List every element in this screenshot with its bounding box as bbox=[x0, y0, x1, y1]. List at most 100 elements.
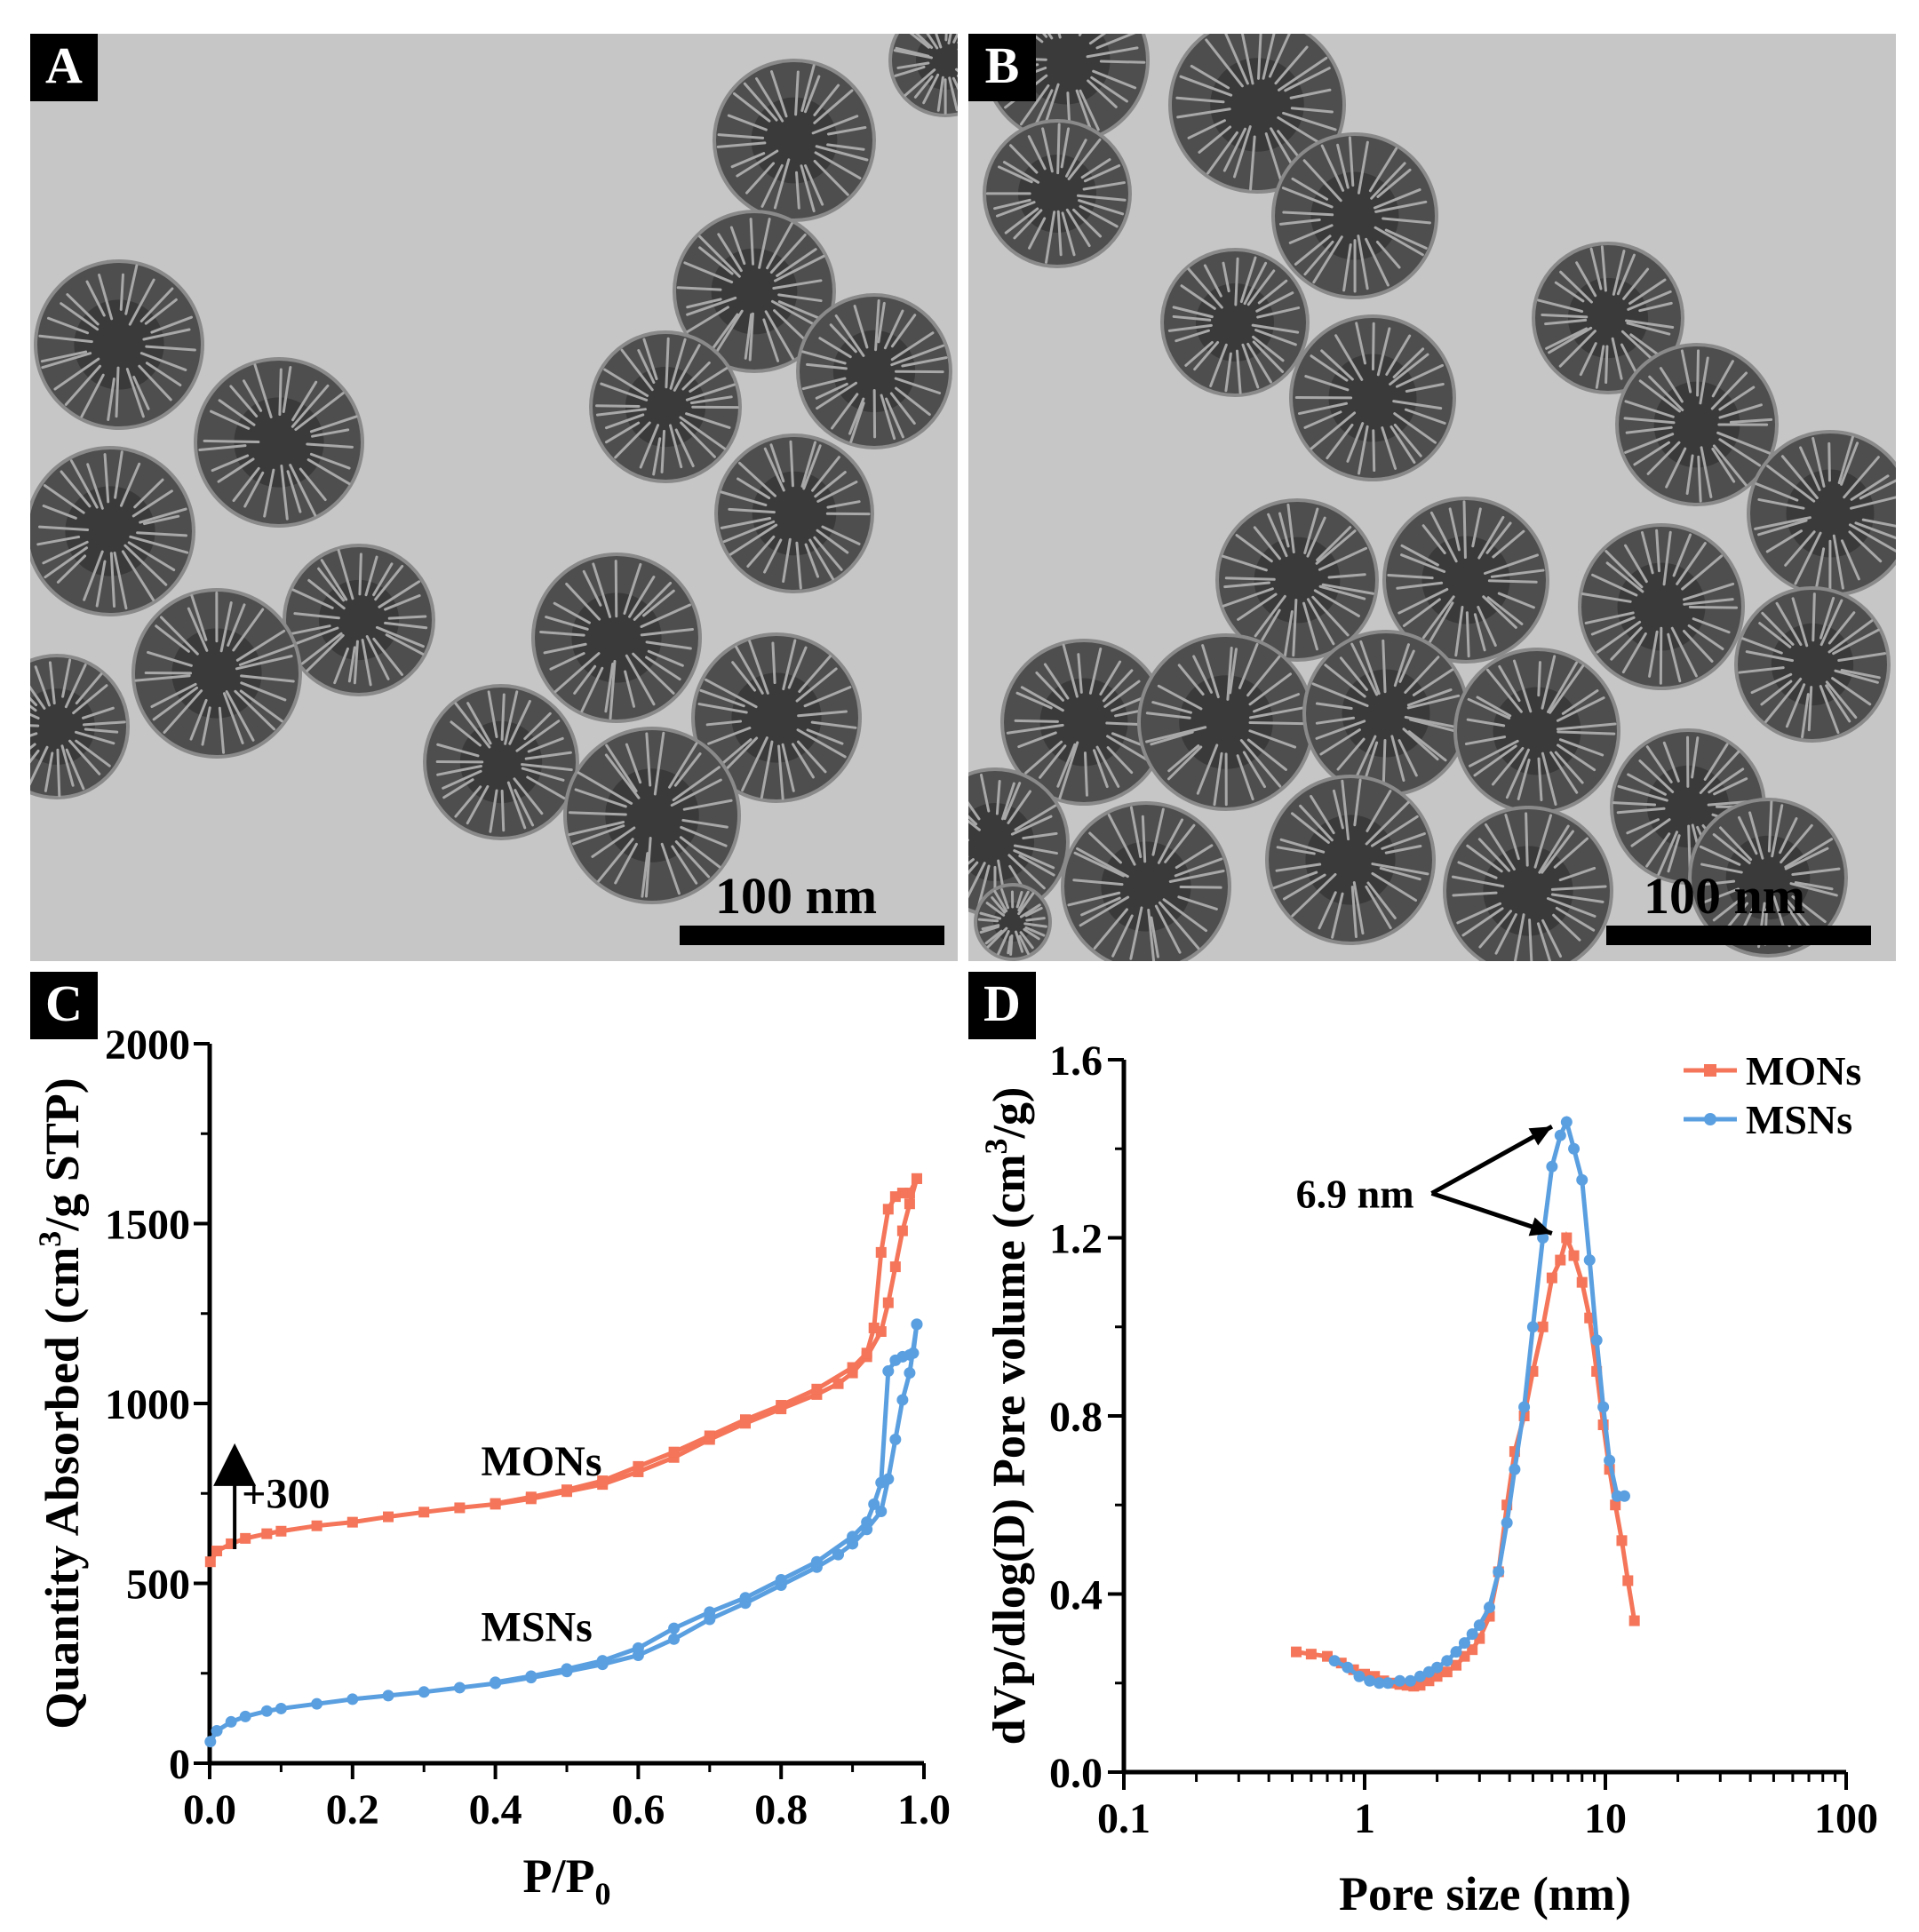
nanoparticle-channel bbox=[1350, 886, 1358, 938]
nanoparticle-channel bbox=[82, 706, 115, 720]
tem-micrograph-a bbox=[30, 34, 958, 961]
nanoparticle-channel bbox=[1696, 349, 1700, 397]
nanoparticle bbox=[1302, 630, 1469, 797]
nanoparticle-channel bbox=[777, 293, 823, 303]
nanoparticle-channel bbox=[384, 594, 421, 611]
nanoparticle-channel bbox=[1477, 838, 1511, 872]
mons-point bbox=[1451, 1659, 1462, 1671]
mons-point bbox=[740, 1414, 751, 1426]
nanoparticle-channel bbox=[1381, 426, 1397, 470]
nanoparticle-channel bbox=[1056, 743, 1077, 788]
msns-point bbox=[632, 1642, 644, 1654]
x-axis-label: Pore size (nm) bbox=[1339, 1867, 1631, 1920]
nanoparticle-channel bbox=[641, 852, 649, 898]
nanoparticle-channel bbox=[968, 858, 975, 865]
msns-adsorption-line bbox=[208, 1324, 920, 1743]
nanoparticle-channel bbox=[1387, 574, 1434, 580]
nanoparticle-channel bbox=[813, 159, 849, 196]
nanoparticle-channel bbox=[129, 535, 189, 554]
nanoparticle-channel bbox=[1106, 746, 1134, 775]
nanoparticle-channel bbox=[800, 441, 817, 488]
nanoparticle-channel bbox=[808, 538, 835, 581]
nanoparticle-channel bbox=[1536, 922, 1552, 961]
nanoparticle-channel bbox=[1512, 659, 1533, 713]
nanoparticle-channel bbox=[1552, 913, 1581, 942]
nanoparticle-channel bbox=[1102, 669, 1134, 703]
mons-point bbox=[211, 1546, 223, 1557]
nanoparticle-channel bbox=[624, 670, 636, 708]
nanoparticle-channel bbox=[760, 163, 784, 208]
nanoparticle-channel bbox=[1467, 697, 1511, 720]
x-tick-label: 0.1 bbox=[1097, 1795, 1151, 1842]
nanoparticle-channel bbox=[1581, 592, 1632, 603]
nanoparticle-channel bbox=[1627, 290, 1672, 311]
nanoparticle-channel bbox=[1494, 913, 1517, 955]
nanoparticle-channel bbox=[1559, 270, 1593, 304]
nanoparticle-channel bbox=[43, 484, 85, 514]
mons-point bbox=[418, 1507, 430, 1518]
nanoparticle-channel bbox=[1626, 322, 1671, 336]
nanoparticle-channel bbox=[1196, 743, 1219, 795]
nanoparticle-channel bbox=[1346, 422, 1365, 463]
nanoparticle-channel bbox=[1667, 632, 1682, 683]
nanoparticle-channel bbox=[1086, 46, 1139, 59]
nanoparticle-channel bbox=[1550, 885, 1607, 891]
nanoparticle-channel bbox=[1840, 539, 1860, 581]
nanoparticle-channel bbox=[1275, 863, 1322, 872]
nanoparticle-channel bbox=[1167, 323, 1213, 332]
nanoparticle-channel bbox=[1719, 826, 1753, 862]
nanoparticle-channel bbox=[1017, 731, 1057, 749]
nanoparticle-channel bbox=[1767, 800, 1773, 853]
nanoparticle-channel bbox=[1629, 333, 1661, 357]
nanoparticle-channel bbox=[1659, 367, 1684, 403]
nanoparticle bbox=[968, 767, 1070, 917]
nanoparticle-channel bbox=[1718, 403, 1763, 419]
nanoparticle-channel bbox=[883, 309, 904, 350]
nanoparticle-channel bbox=[1382, 738, 1387, 790]
nanoparticle-channel bbox=[83, 550, 104, 601]
mons-point bbox=[1568, 1250, 1580, 1261]
nanoparticle-channel bbox=[1079, 895, 1130, 927]
nanoparticle-channel bbox=[642, 589, 675, 617]
nanoparticle-channel bbox=[682, 799, 733, 811]
nanoparticle-channel bbox=[1238, 642, 1259, 689]
nanoparticle-channel bbox=[1371, 863, 1429, 876]
nanoparticle-channel bbox=[309, 415, 358, 433]
nanoparticle-core bbox=[605, 768, 699, 863]
nanoparticle-channel bbox=[1076, 847, 1129, 879]
nanoparticle-channel bbox=[1591, 573, 1638, 597]
nanoparticle-channel bbox=[1035, 671, 1064, 702]
nanoparticle-channel bbox=[86, 463, 104, 510]
nanoparticle-channel bbox=[240, 681, 287, 702]
nanoparticle-channel bbox=[1404, 408, 1446, 425]
nanoparticle-channel bbox=[1147, 909, 1156, 961]
nanoparticle bbox=[1289, 314, 1456, 481]
nanoparticle bbox=[1443, 806, 1613, 961]
nanoparticle-channel bbox=[976, 864, 991, 909]
nanoparticle-channel bbox=[1236, 754, 1254, 801]
nanoparticle-channel bbox=[333, 647, 349, 685]
nanoparticle-channel bbox=[795, 667, 838, 703]
nanoparticle-channel bbox=[1172, 306, 1214, 319]
nanoparticle-channel bbox=[1400, 553, 1446, 573]
mons-point bbox=[1467, 1644, 1478, 1656]
nanoparticle-channel bbox=[1589, 247, 1603, 290]
nanoparticle-channel bbox=[123, 544, 168, 586]
nanoparticle-channel bbox=[1590, 616, 1636, 636]
nanoparticle-channel bbox=[1056, 123, 1061, 175]
nanoparticle-channel bbox=[30, 745, 49, 786]
nanoparticle-channel bbox=[61, 658, 72, 698]
nanoparticle-channel bbox=[1390, 735, 1405, 783]
nanoparticle-channel bbox=[743, 82, 778, 122]
nanoparticle-channel bbox=[936, 76, 944, 112]
nanoparticle-channel bbox=[53, 357, 100, 391]
nanoparticle-channel bbox=[1700, 863, 1743, 874]
nanoparticle-channel bbox=[592, 562, 612, 618]
nanoparticle-channel bbox=[1827, 611, 1856, 645]
nanoparticle-channel bbox=[745, 162, 776, 195]
nanoparticle-channel bbox=[144, 298, 178, 325]
nanoparticle bbox=[1532, 242, 1684, 394]
nanoparticle-channel bbox=[1638, 379, 1681, 413]
nanoparticle-channel bbox=[299, 467, 327, 502]
nanoparticle-channel bbox=[1525, 812, 1529, 867]
